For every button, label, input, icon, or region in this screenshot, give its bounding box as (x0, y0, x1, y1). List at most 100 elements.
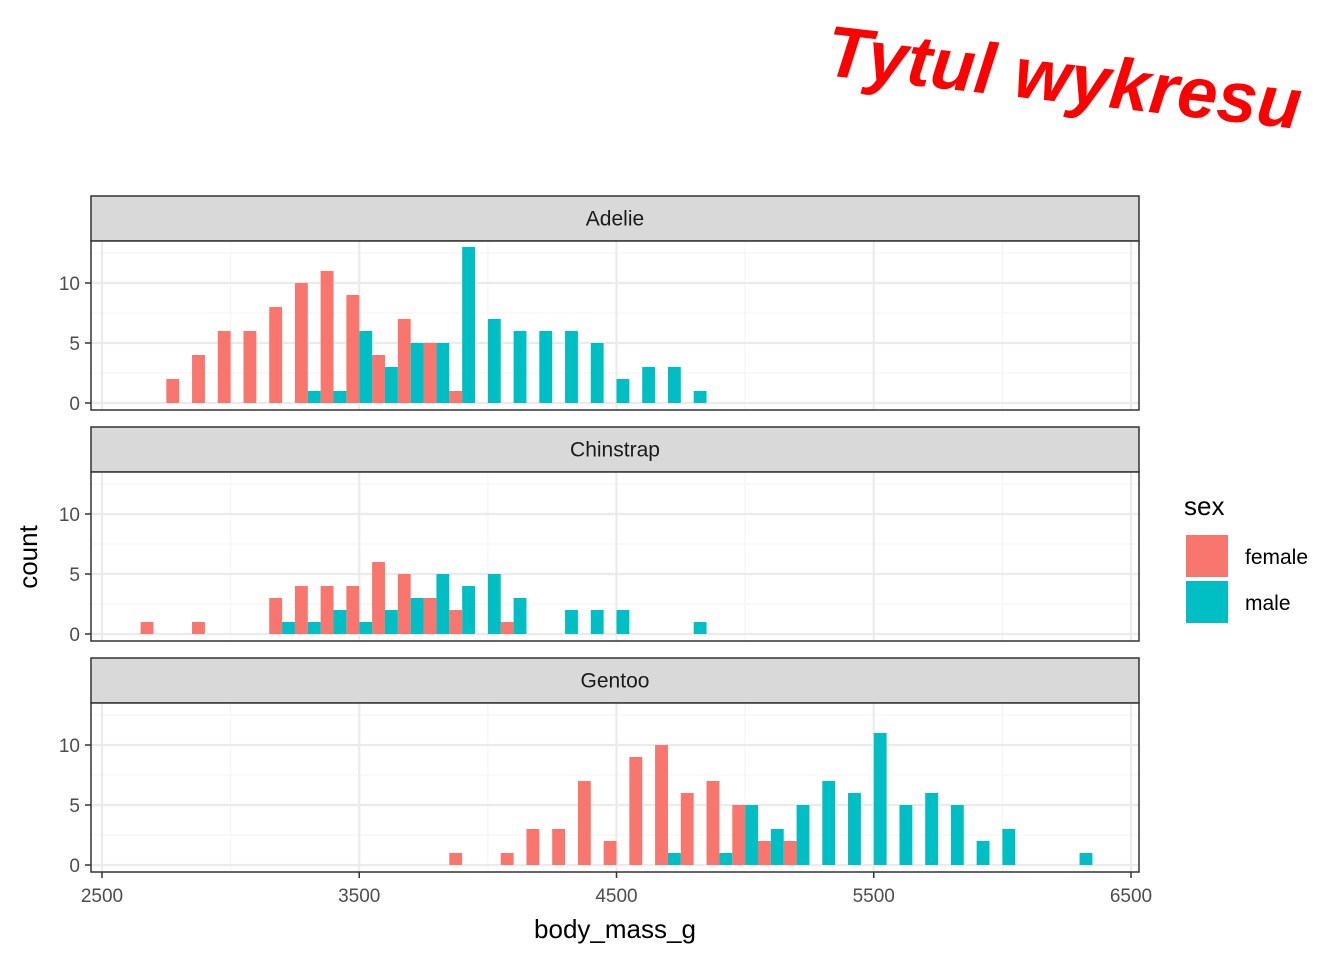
bar-male (873, 733, 887, 865)
panel-background (91, 241, 1139, 410)
legend: sex female male (1184, 491, 1308, 623)
bar-male (899, 805, 913, 865)
bar-male (307, 622, 321, 634)
bar-male (925, 793, 939, 865)
bar-male (590, 610, 604, 634)
bar-female (243, 331, 257, 403)
bar-male (333, 391, 347, 403)
panel-border (90, 702, 1140, 873)
bar-female (449, 391, 463, 403)
bar-male (282, 622, 295, 634)
bar-male (565, 610, 578, 634)
bar-male (745, 805, 758, 865)
bar-female (500, 853, 514, 865)
facet-strip (90, 657, 1140, 704)
y-tick-label: 5 (69, 796, 80, 817)
bar-male (667, 367, 681, 403)
bar-male (950, 805, 964, 865)
bar-male (796, 805, 810, 865)
facet-strip-label: Adelie (586, 208, 644, 231)
bar-male (539, 331, 553, 403)
bar-female (140, 622, 154, 634)
bar-female (320, 586, 334, 634)
bar-female (552, 829, 566, 865)
facet-panel-adelie: Adelie 0 5 10 (59, 195, 1140, 415)
bar-female (423, 343, 437, 403)
bar-male (359, 331, 373, 403)
bar-male (513, 598, 527, 634)
bar-male (770, 829, 784, 865)
legend-key-female (1186, 535, 1228, 577)
facet-strip-label: Chinstrap (570, 439, 660, 462)
bar-female (192, 622, 205, 634)
x-tick-label: 4500 (595, 886, 637, 907)
bar-male (333, 610, 347, 634)
bar-male (1002, 829, 1016, 865)
bar-female (372, 562, 385, 634)
bar-female (397, 574, 411, 634)
y-tick-label: 5 (69, 334, 80, 355)
bar-male (616, 379, 630, 403)
bar-female (294, 283, 308, 403)
y-axis-title: count (13, 524, 43, 588)
bar-male (487, 319, 501, 403)
bar-male (513, 331, 527, 403)
bar-female (577, 781, 591, 865)
bar-male (719, 853, 733, 865)
x-axis-title: body_mass_g (534, 914, 696, 944)
bar-female (294, 586, 308, 634)
bar-female (706, 781, 720, 865)
bar-male (822, 781, 836, 865)
bar-male (693, 622, 707, 634)
x-tick-label: 2500 (81, 886, 123, 907)
bar-male (667, 853, 681, 865)
bar-male (359, 622, 373, 634)
bar-female (655, 745, 668, 865)
bar-female (320, 271, 334, 403)
y-tick-label: 0 (69, 625, 80, 646)
facet-strip (90, 195, 1140, 242)
y-tick-label: 0 (69, 856, 80, 877)
bar-female (680, 793, 694, 865)
legend-label-female: female (1245, 546, 1308, 569)
bar-female (449, 610, 463, 634)
x-tick-label: 5500 (853, 886, 895, 907)
facet-strip-label: Gentoo (581, 670, 650, 693)
bar-male (487, 574, 501, 634)
bar-male (642, 367, 656, 403)
bar-female (732, 805, 746, 865)
bar-male (307, 391, 321, 403)
bar-male (693, 391, 707, 403)
bar-female (192, 355, 205, 403)
y-tick-label: 5 (69, 565, 80, 586)
bar-female (346, 295, 360, 403)
x-tick-label: 3500 (338, 886, 380, 907)
panel-border (90, 240, 1140, 411)
bar-female (603, 841, 617, 865)
bar-male (848, 793, 861, 865)
bar-male (976, 841, 990, 865)
bar-female (346, 586, 360, 634)
bar-female (269, 307, 283, 403)
bar-female (500, 622, 514, 634)
bar-male (462, 247, 476, 403)
bar-female (757, 841, 771, 865)
x-tick-label: 6500 (1110, 886, 1152, 907)
bar-male (410, 343, 424, 403)
bar-female (629, 757, 643, 865)
facet-strip (90, 426, 1140, 473)
y-tick-label: 10 (59, 274, 80, 295)
bar-male (436, 343, 450, 403)
bar-female (166, 379, 180, 403)
bar-male (462, 586, 476, 634)
bar-female (269, 598, 283, 634)
bar-male (1079, 853, 1093, 865)
bar-female (449, 853, 463, 865)
bar-male (590, 343, 604, 403)
bar-male (436, 574, 450, 634)
y-tick-label: 10 (59, 505, 80, 526)
bar-female (526, 829, 540, 865)
bar-male (384, 610, 398, 634)
facet-panel-gentoo: Gentoo 0 5 10 (59, 657, 1140, 877)
